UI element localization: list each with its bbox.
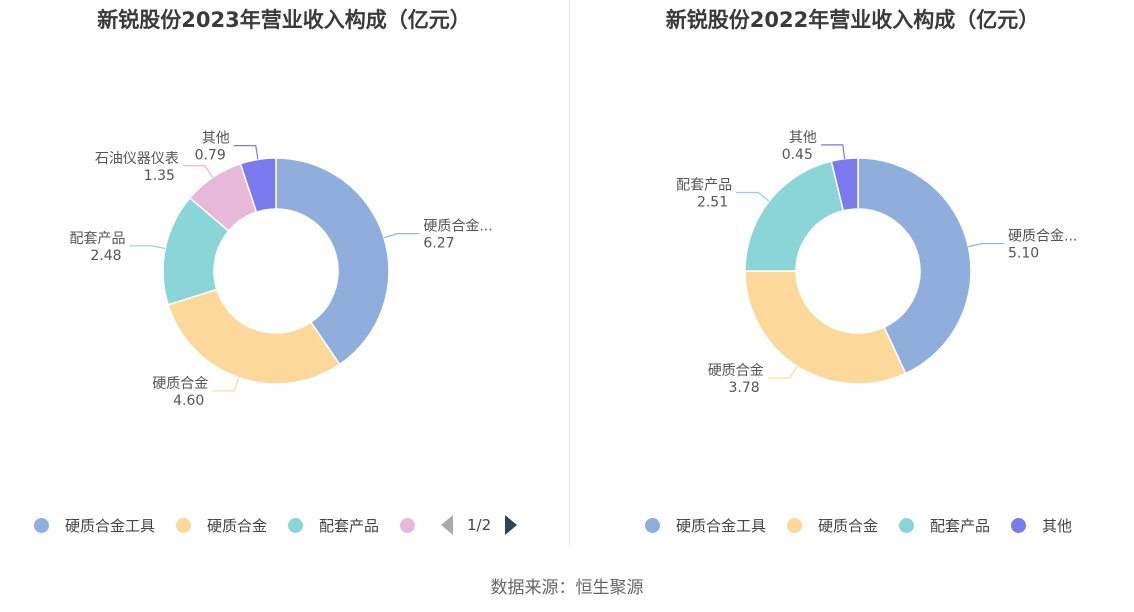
panel-divider: [569, 0, 570, 545]
legend-dot-icon: [787, 517, 802, 533]
legend-item[interactable]: 配套产品: [288, 515, 379, 535]
legend-label: 配套产品: [319, 516, 380, 535]
leader-line: [129, 245, 166, 250]
legend-pager: 1/2: [441, 515, 518, 535]
donut-slice[interactable]: [167, 288, 341, 385]
donut-slice[interactable]: [275, 157, 390, 366]
pager-label: 1/2: [467, 516, 492, 534]
slice-name-label: 其他: [202, 131, 230, 147]
slice-name-label: 配套产品: [70, 231, 126, 247]
leader-line: [767, 365, 798, 379]
slice-value-label: 1.35: [144, 168, 175, 184]
slice-value-label: 2.51: [697, 195, 728, 211]
slice-name-label: 其他: [789, 130, 817, 146]
legend-label: 配套产品: [930, 516, 991, 535]
slice-value-label: 3.78: [729, 380, 760, 396]
legend-dot-icon: [176, 517, 191, 533]
legend-dot-icon: [34, 517, 49, 533]
legend-item[interactable]: 硬质合金工具: [34, 515, 155, 535]
legend-dot-icon: [645, 517, 660, 533]
slice-name-label: 硬质合金: [708, 363, 764, 379]
legend-item[interactable]: [400, 515, 431, 535]
legend-2023: 硬质合金工具 硬质合金 配套产品 1/2: [0, 511, 568, 539]
donut-slice[interactable]: [830, 157, 859, 212]
leader-line: [820, 144, 846, 159]
donut-slice[interactable]: [744, 270, 907, 385]
leader-line: [233, 145, 259, 160]
leader-line: [383, 232, 420, 239]
legend-item[interactable]: 硬质合金: [176, 515, 267, 535]
leader-line: [736, 191, 770, 202]
slice-name-label: 硬质合金...: [1008, 229, 1077, 245]
legend-dot-icon: [899, 517, 914, 533]
slice-name-label: 硬质合金: [152, 376, 208, 392]
slice-value-label: 0.79: [195, 148, 226, 164]
slice-name-label: 石油仪器仪表: [95, 151, 179, 167]
legend-dot-icon: [400, 517, 415, 533]
slice-name-label: 硬质合金...: [423, 219, 492, 235]
legend-dot-icon: [1011, 517, 1026, 533]
legend-item[interactable]: 硬质合金工具: [645, 515, 766, 535]
legend-2022: 硬质合金工具 硬质合金 配套产品 其他: [571, 511, 1134, 539]
donut-slice[interactable]: [239, 157, 277, 214]
slice-name-label: 配套产品: [676, 178, 732, 194]
legend-item[interactable]: 硬质合金: [787, 515, 878, 535]
slice-value-label: 2.48: [90, 248, 121, 264]
legend-label: 硬质合金: [207, 516, 268, 535]
legend-dot-icon: [288, 517, 303, 533]
legend-label: 硬质合金: [818, 516, 879, 535]
legend-label: 硬质合金工具: [676, 516, 767, 535]
pager-prev-icon[interactable]: [441, 515, 453, 535]
chart-panel-2023: 新锐股份2023年营业收入构成（亿元） 硬质合金... 6.27 硬质合金 4.60 配…: [0, 0, 568, 545]
slice-value-label: 6.27: [423, 236, 454, 252]
slice-value-label: 5.10: [1008, 246, 1039, 262]
leader-line: [212, 377, 240, 392]
leader-line: [182, 165, 214, 178]
chart-title-2022: 新锐股份2022年营业收入构成（亿元）: [665, 8, 1040, 32]
legend-label: 其他: [1042, 516, 1073, 535]
leader-line: [968, 242, 1005, 248]
donut-slice[interactable]: [857, 157, 972, 375]
slice-value-label: 0.45: [782, 147, 813, 163]
pager-next-icon[interactable]: [505, 515, 518, 535]
data-source: 数据来源：恒生聚源: [490, 578, 644, 598]
chart-title-2023: 新锐股份2023年营业收入构成（亿元）: [97, 8, 471, 32]
legend-label: 硬质合金工具: [65, 516, 156, 535]
legend-item[interactable]: 配套产品: [899, 515, 990, 535]
chart-panel-2022: 新锐股份2022年营业收入构成（亿元） 硬质合金... 5.10 硬质合金 3.78 配…: [571, 0, 1134, 545]
legend-item[interactable]: 其他: [1011, 515, 1072, 535]
slice-value-label: 4.60: [173, 393, 204, 409]
donut-slice[interactable]: [744, 160, 845, 272]
